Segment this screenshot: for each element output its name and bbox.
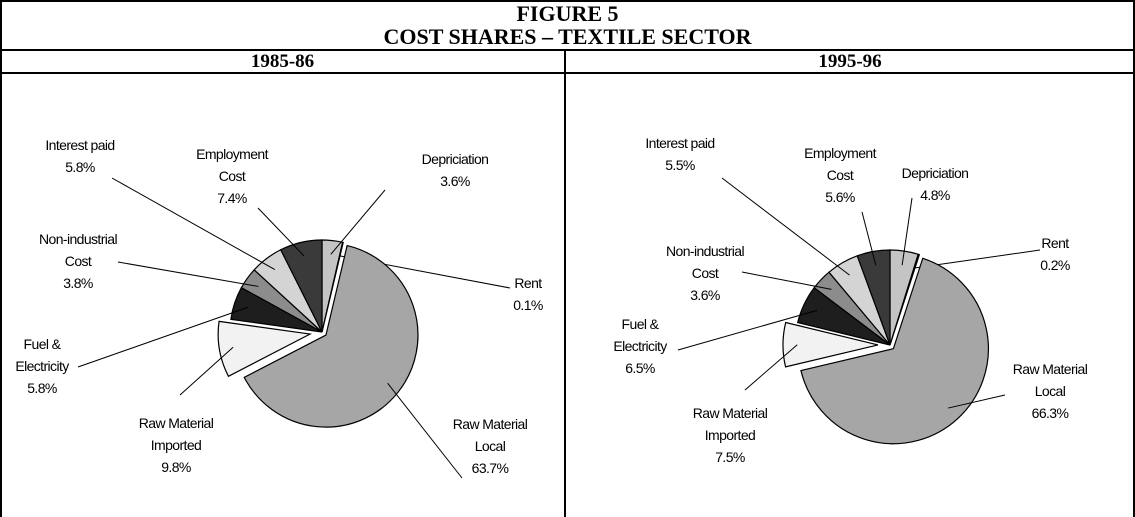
pie-slice [243,244,419,428]
category-label: Fuel & Electricity [15,336,69,374]
pie-slice [856,249,891,346]
category-label: Non-industrial Cost [666,243,745,281]
panel-title: 1995-96 [818,51,882,72]
value-label: 3.6% [690,287,720,303]
leader-line [257,207,305,257]
slice-label: Depriciation 4.8% [902,162,969,206]
slice-label: Raw Material Local 66.3% [1013,358,1088,424]
leader-line [861,211,877,266]
pie-slice [889,253,921,346]
leader-line [721,177,850,276]
value-label: 4.8% [920,187,950,203]
value-label: 6.5% [625,360,655,376]
category-label: Raw Material Imported [692,405,768,443]
value-label: 5.8% [27,380,57,396]
leader-line [744,344,798,391]
slice-label: Non-industrial Cost 3.6% [666,240,745,306]
category-label: Rent [514,275,542,291]
pie-slice [217,320,313,378]
value-label: 66.3% [1031,405,1069,421]
category-label: Interest paid [645,135,715,151]
slice-label: Rent 0.2% [1040,232,1070,276]
category-label: Employment Cost [804,145,876,183]
value-label: 5.8% [65,159,95,175]
category-label: Rent [1041,235,1069,251]
pie-slice [321,241,344,333]
leader-line [179,346,234,396]
value-label: 7.5% [715,449,745,465]
slice-label: Raw Material Imported 9.8% [139,412,214,478]
category-label: Depriciation [421,151,489,167]
value-label: 9.8% [161,459,191,475]
leader-line [77,306,248,368]
value-label: 7.4% [217,190,247,206]
category-label: Raw Material Local [452,416,528,454]
category-label: Employment Cost [196,146,268,184]
slice-label: Non-industrial Cost 3.8% [39,228,118,294]
slice-label: Employment Cost 5.6% [804,142,876,208]
slice-label: Interest paid 5.8% [45,134,115,178]
category-label: Non-industrial Cost [39,231,118,269]
category-label: Raw Material Imported [138,415,214,453]
value-label: 0.1% [513,297,543,313]
leader-line [741,271,832,290]
slice-label: Interest paid 5.5% [645,132,715,176]
slice-label: Employment Cost 7.4% [196,143,268,209]
leader-line [111,177,276,271]
leader-line [947,394,1006,409]
value-label: 5.6% [825,189,855,205]
value-label: 0.2% [1040,257,1070,273]
leader-line [330,189,386,255]
pie-slice [782,321,879,368]
leader-line [677,309,818,351]
leader-line [117,261,259,287]
category-label: Fuel & Electricity [613,316,667,354]
value-label: 3.8% [63,275,93,291]
category-label: Depriciation [901,165,969,181]
figure-label: FIGURE 5 [516,1,619,26]
slice-label: Depriciation 3.6% [422,148,489,192]
slice-label: Raw Material Imported 7.5% [693,402,768,468]
leader-line [901,197,913,266]
value-label: 63.7% [471,460,509,476]
pie-slice [279,239,323,333]
slice-label: Raw Material Local 63.7% [453,413,528,479]
slice-label: Fuel & Electricity 5.8% [15,333,69,399]
category-label: Interest paid [45,137,115,153]
slice-label: Rent 0.1% [513,272,543,316]
value-label: 3.6% [440,173,470,189]
value-label: 5.5% [665,157,695,173]
leader-line [387,382,463,479]
pie-slice [800,257,989,445]
panel-title: 1985-86 [250,51,315,72]
slice-label: Fuel & Electricity 6.5% [613,313,667,379]
category-label: Raw Material Local [1012,361,1088,399]
figure-title: COST SHARES – TEXTILE SECTOR [383,24,752,49]
